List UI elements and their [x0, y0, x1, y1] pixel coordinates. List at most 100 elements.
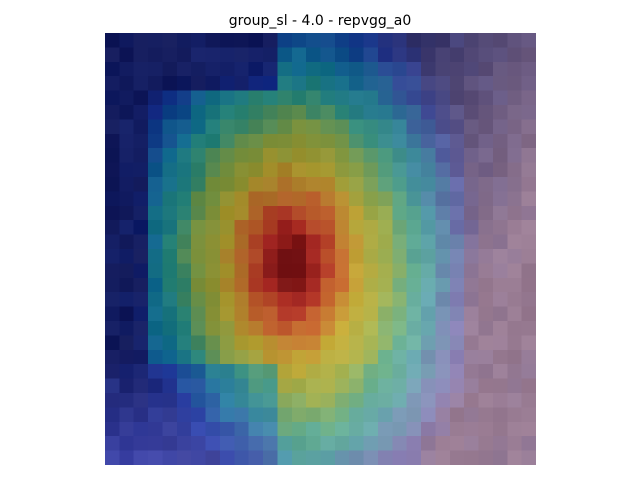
heatmap-cell: [234, 321, 249, 336]
heatmap-cell: [521, 249, 536, 264]
heatmap-cell: [406, 90, 422, 106]
heatmap-cell: [492, 119, 508, 135]
heatmap-cell: [421, 349, 436, 365]
heatmap-cell: [521, 263, 536, 279]
heatmap-cell: [421, 407, 436, 423]
heatmap-cell: [105, 263, 120, 279]
heatmap-cell: [521, 292, 536, 307]
heatmap-cell: [191, 177, 206, 192]
heatmap-cell: [277, 450, 293, 465]
heatmap-cell: [248, 148, 264, 163]
heatmap-cell: [349, 292, 364, 307]
heatmap-cell: [320, 90, 336, 106]
heatmap-cell: [406, 277, 422, 293]
heatmap-cell: [492, 148, 508, 163]
heatmap-cell: [478, 119, 494, 135]
heatmap-cell: [435, 119, 451, 135]
heatmap-cell: [291, 61, 307, 77]
heatmap-cell: [277, 105, 293, 120]
heatmap-cell: [492, 321, 508, 336]
heatmap-cell: [507, 205, 522, 221]
heatmap-cell: [205, 349, 221, 365]
heatmap-cell: [449, 335, 465, 351]
heatmap-cell: [421, 378, 436, 394]
heatmap-cell: [435, 249, 451, 264]
heatmap-cell: [449, 133, 465, 149]
heatmap-cell: [492, 33, 508, 48]
heatmap-cell: [234, 177, 249, 192]
heatmap-cell: [492, 47, 508, 63]
heatmap-cell: [464, 205, 479, 221]
heatmap-cell: [105, 249, 120, 264]
heatmap-cell: [191, 335, 206, 351]
heatmap-cell: [205, 263, 221, 279]
heatmap-cell: [176, 119, 192, 135]
heatmap-cell: [334, 76, 350, 91]
heatmap-cell: [478, 249, 494, 264]
heatmap-cell: [492, 277, 508, 293]
heatmap-cell: [219, 450, 235, 465]
heatmap-cell: [421, 148, 436, 163]
heatmap-cell: [449, 436, 465, 451]
heatmap-cell: [392, 378, 407, 394]
heatmap-cell: [219, 234, 235, 250]
heatmap-cell: [133, 263, 149, 279]
heatmap-cell: [291, 220, 307, 235]
heatmap-cell: [133, 148, 149, 163]
heatmap-cell: [105, 177, 120, 192]
heatmap-cell: [421, 33, 436, 48]
heatmap-cell: [406, 436, 422, 451]
heatmap-cell: [162, 133, 178, 149]
heatmap-cell: [277, 234, 293, 250]
heatmap-cell: [421, 47, 436, 63]
heatmap-cell: [320, 393, 336, 408]
heatmap-cell: [349, 33, 364, 48]
heatmap-cell: [435, 421, 451, 437]
heatmap-cell: [492, 249, 508, 264]
heatmap-cell: [148, 105, 163, 120]
heatmap-cell: [464, 421, 479, 437]
heatmap-cell: [176, 148, 192, 163]
heatmap-cell: [176, 306, 192, 322]
heatmap-cell: [105, 220, 120, 235]
heatmap-cell: [334, 364, 350, 379]
heatmap-cell: [320, 249, 336, 264]
heatmap-cell: [363, 191, 379, 207]
heatmap-cell: [248, 249, 264, 264]
heatmap-cell: [435, 335, 451, 351]
heatmap-cell: [148, 263, 163, 279]
heatmap-cell: [176, 105, 192, 120]
heatmap-cell: [392, 133, 407, 149]
heatmap-cell: [492, 263, 508, 279]
heatmap-cell: [435, 205, 451, 221]
heatmap-cell: [248, 61, 264, 77]
heatmap-cell: [176, 47, 192, 63]
heatmap-cell: [148, 133, 163, 149]
heatmap-cell: [148, 277, 163, 293]
heatmap-cell: [435, 33, 451, 48]
heatmap-cell: [176, 61, 192, 77]
heatmap-cell: [291, 321, 307, 336]
heatmap-cell: [363, 364, 379, 379]
heatmap-cell: [162, 105, 178, 120]
heatmap-cell: [176, 220, 192, 235]
heatmap-cell: [176, 205, 192, 221]
heatmap-cell: [363, 234, 379, 250]
heatmap-cell: [449, 263, 465, 279]
heatmap-cell: [291, 234, 307, 250]
heatmap-cell: [277, 148, 293, 163]
heatmap-cell: [363, 335, 379, 351]
heatmap-cell: [349, 47, 364, 63]
heatmap-cell: [320, 263, 336, 279]
heatmap-cell: [162, 76, 178, 91]
heatmap-cell: [349, 450, 364, 465]
heatmap-cell: [263, 220, 278, 235]
heatmap-cell: [119, 220, 135, 235]
heatmap-cell: [507, 90, 522, 106]
heatmap-cell: [119, 421, 135, 437]
heatmap-cell: [492, 61, 508, 77]
heatmap-cell: [507, 277, 522, 293]
heatmap-cell: [277, 47, 293, 63]
heatmap-cell: [191, 234, 206, 250]
heatmap-cell: [421, 162, 436, 178]
